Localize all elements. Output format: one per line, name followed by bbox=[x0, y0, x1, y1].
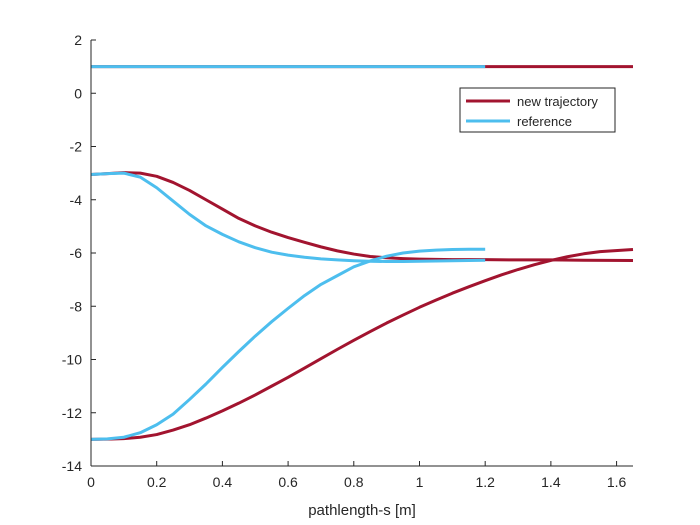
x-axis-title: pathlength-s [m] bbox=[308, 502, 416, 519]
x-tick-label: 1.4 bbox=[541, 474, 561, 490]
legend-label-new-trajectory: new trajectory bbox=[517, 94, 598, 109]
x-tick-label: 1.2 bbox=[475, 474, 495, 490]
legend: new trajectory reference bbox=[460, 88, 615, 132]
y-tick-label: -12 bbox=[62, 405, 82, 421]
x-tick-label: 1.6 bbox=[607, 474, 627, 490]
x-tick-label: 0 bbox=[87, 474, 95, 490]
y-tick-label: -10 bbox=[62, 352, 82, 368]
y-tick-label: -8 bbox=[70, 298, 83, 314]
x-tick-label: 0.2 bbox=[147, 474, 167, 490]
x-tick-label: 1 bbox=[416, 474, 424, 490]
y-tick-label: 2 bbox=[74, 32, 82, 48]
x-tick-label: 0.8 bbox=[344, 474, 364, 490]
y-tick-label: -6 bbox=[70, 245, 83, 261]
y-tick-label: -14 bbox=[62, 458, 82, 474]
y-tick-label: -4 bbox=[70, 192, 83, 208]
x-tick-label: 0.6 bbox=[278, 474, 298, 490]
legend-label-reference: reference bbox=[517, 114, 572, 129]
y-tick-label: 0 bbox=[74, 85, 82, 101]
y-tick-label: -2 bbox=[70, 139, 83, 155]
x-tick-label: 0.4 bbox=[213, 474, 233, 490]
